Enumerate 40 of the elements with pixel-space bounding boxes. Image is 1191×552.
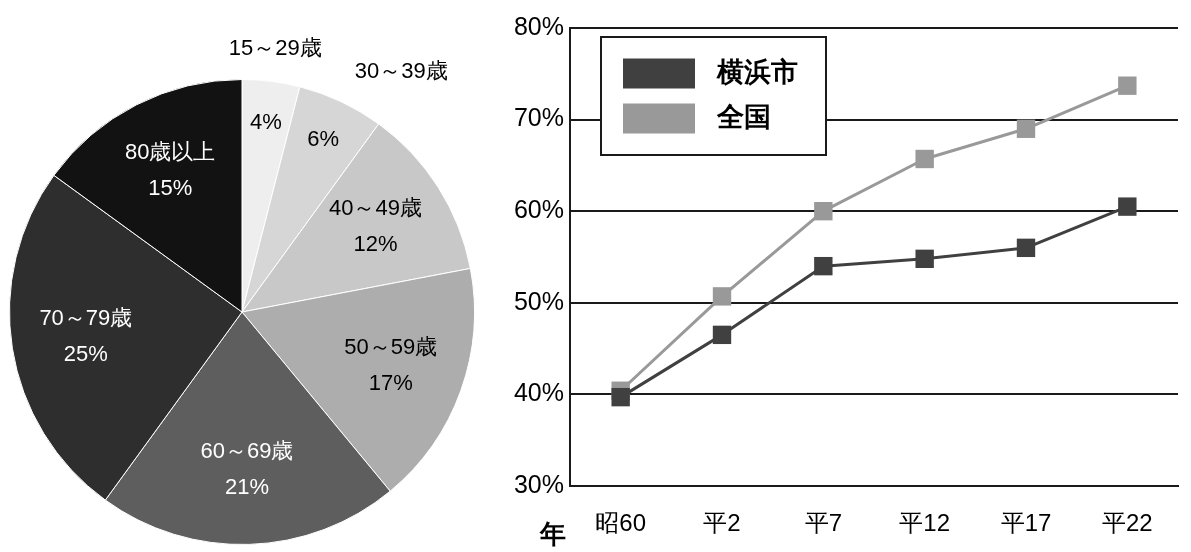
data-label: 12%: [353, 231, 398, 257]
y-tick-label: 60%: [513, 195, 564, 224]
legend-label: 全国: [716, 101, 771, 132]
point: [1118, 197, 1137, 216]
slice-label: 15～29歳: [228, 35, 322, 61]
point: [1016, 119, 1036, 138]
y-tick-label: 50%: [513, 286, 564, 315]
point: [712, 325, 732, 345]
x-tick-label: 平22: [1101, 509, 1153, 537]
point: [814, 202, 833, 221]
slice-label: 70～79歳: [39, 304, 133, 330]
y-tick-label: 40%: [513, 378, 564, 407]
data-label: 17%: [368, 369, 413, 395]
slice-label: 30～39歳: [354, 58, 448, 84]
data-label: 15%: [148, 175, 193, 201]
y-tick-label: 30%: [513, 469, 564, 498]
point: [814, 256, 833, 276]
x-tick-label: 平17: [1000, 509, 1052, 537]
y-tick-label: 80%: [513, 11, 564, 40]
x-tick-label: 平12: [899, 509, 951, 537]
x-tick-label: 昭60: [595, 509, 647, 537]
x-axis-title: 年: [539, 519, 566, 550]
point: [611, 387, 630, 407]
slice-label: 40～49歳: [329, 195, 422, 221]
slice-label: 50～59歳: [344, 333, 438, 359]
point: [712, 287, 732, 306]
y-tick-label: 70%: [513, 103, 564, 132]
slice-label: 60～69歳: [200, 438, 294, 464]
x-tick-label: 平7: [804, 509, 843, 537]
data-label: 25%: [63, 340, 108, 366]
point: [1118, 76, 1137, 95]
x-tick-label: 平2: [703, 509, 741, 537]
data-label: 4%: [250, 108, 282, 134]
slice-label: 80歳以上: [124, 139, 216, 165]
data-label: 21%: [224, 474, 269, 500]
point: [1016, 238, 1036, 258]
legend-label: 横浜市: [716, 56, 798, 87]
point: [915, 149, 934, 169]
data-label: 6%: [307, 125, 340, 151]
point: [915, 249, 934, 269]
